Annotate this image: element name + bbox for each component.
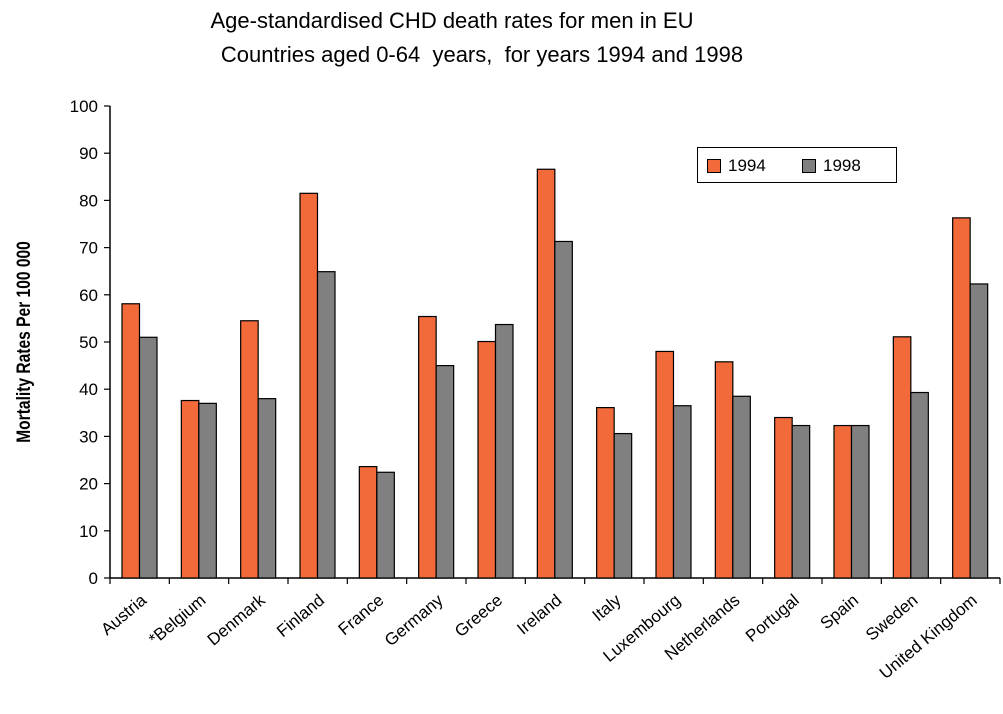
bar-1994-greece	[477, 340, 497, 579]
bar-1998-france	[376, 471, 395, 579]
y-tick-label: 80	[79, 191, 98, 210]
x-tick-label: Austria	[97, 590, 150, 639]
bar-1998-denmark	[257, 398, 277, 579]
y-tick-label: 70	[79, 239, 98, 258]
y-tick-label: 10	[79, 522, 98, 541]
bar-1994-luxembourg	[655, 350, 675, 579]
x-tick-label: Denmark	[204, 590, 269, 649]
x-tick-label: *Belgium	[145, 591, 209, 649]
bar-1998-greece	[494, 323, 514, 579]
bar-1994-ireland	[536, 168, 556, 579]
legend-label-1994: 1994	[728, 156, 766, 175]
bar-1994-sweden	[892, 336, 912, 579]
x-tick-label: Greece	[451, 591, 506, 641]
x-tick-label: France	[335, 591, 388, 640]
bar-1998-ireland	[554, 240, 573, 579]
legend-item-1998: 1998	[802, 156, 861, 176]
y-axis-label: Mortality Rates Per 100 000	[13, 241, 35, 443]
y-tick-label: 40	[79, 380, 98, 399]
legend-item-1994: 1994	[707, 156, 766, 176]
bar-1998-unitedkingdom	[969, 283, 989, 579]
y-tick-label: 90	[79, 144, 98, 163]
bar-1998-netherlands	[732, 395, 751, 579]
legend-swatch-1994	[707, 159, 721, 173]
y-tick-label: 50	[79, 333, 98, 352]
y-tick-label: 20	[79, 475, 98, 494]
y-tick-label: 0	[89, 569, 98, 588]
bar-1994-austria	[121, 303, 141, 579]
bar-1994-portugal	[774, 416, 793, 579]
bar-1994-netherlands	[714, 361, 734, 579]
bar-1998-spain	[850, 424, 870, 579]
bar-1994-denmark	[240, 320, 259, 579]
bar-1998-belgium	[198, 402, 217, 579]
bar-1998-austria	[138, 336, 158, 579]
bar-1994-belgium	[180, 399, 200, 579]
y-tick-label: 60	[79, 286, 98, 305]
x-tick-label: Ireland	[513, 591, 565, 639]
chart-title: Age-standardised CHD death rates for men…	[210, 8, 694, 33]
bar-1994-italy	[596, 407, 615, 579]
bar-1998-luxembourg	[672, 405, 692, 579]
x-tick-label: Portugal	[742, 591, 803, 646]
y-tick-label: 100	[70, 97, 98, 116]
bar-1998-sweden	[910, 391, 929, 579]
x-tick-label: Finland	[273, 591, 328, 641]
x-tick-label: Spain	[817, 591, 863, 634]
bar-1998-italy	[613, 432, 633, 579]
bar-1998-finland	[316, 271, 336, 579]
x-tick-label: Italy	[589, 590, 625, 625]
chart-legend: 1994 1998	[697, 147, 897, 183]
y-tick-label: 30	[79, 427, 98, 446]
bar-1998-portugal	[791, 424, 811, 579]
bar-1994-france	[358, 466, 378, 579]
legend-label-1998: 1998	[823, 156, 861, 175]
legend-swatch-1998	[802, 159, 816, 173]
chart-subtitle: Countries aged 0-64 years, for years 199…	[220, 42, 744, 67]
bar-1994-unitedkingdom	[952, 217, 971, 579]
bar-1994-finland	[299, 192, 319, 579]
bar-1994-spain	[833, 424, 853, 579]
x-tick-label: Germany	[381, 590, 447, 650]
bar-1998-germany	[435, 365, 455, 579]
bar-1994-germany	[418, 315, 437, 579]
